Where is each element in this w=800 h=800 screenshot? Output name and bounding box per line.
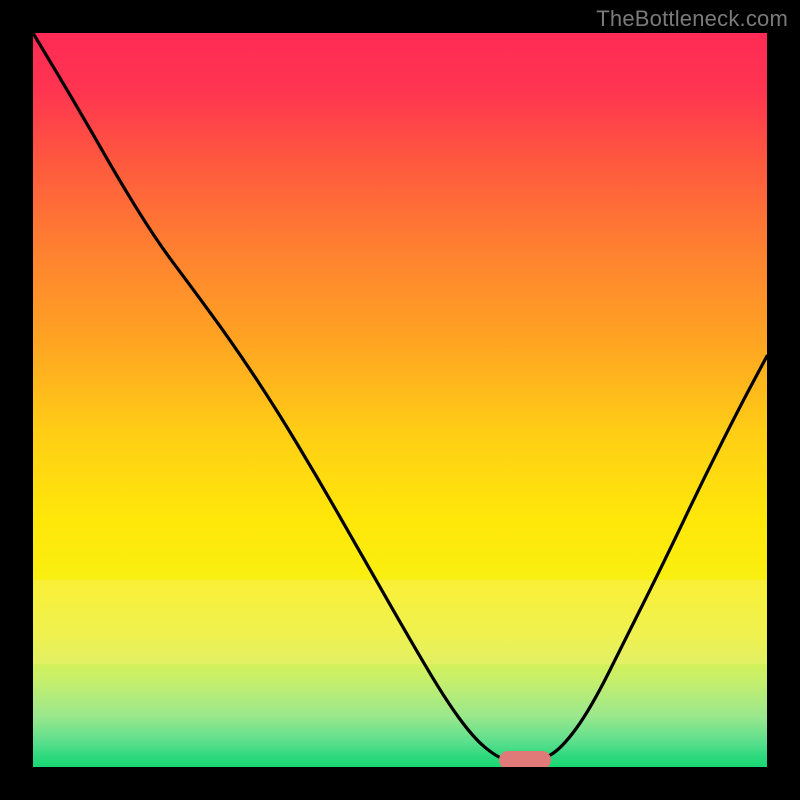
optimal-marker [499,751,551,767]
plot-svg [33,33,767,767]
plot-area [33,33,767,767]
chart-frame: { "watermark": { "text": "TheBottleneck.… [0,0,800,800]
watermark-text: TheBottleneck.com [596,6,788,32]
